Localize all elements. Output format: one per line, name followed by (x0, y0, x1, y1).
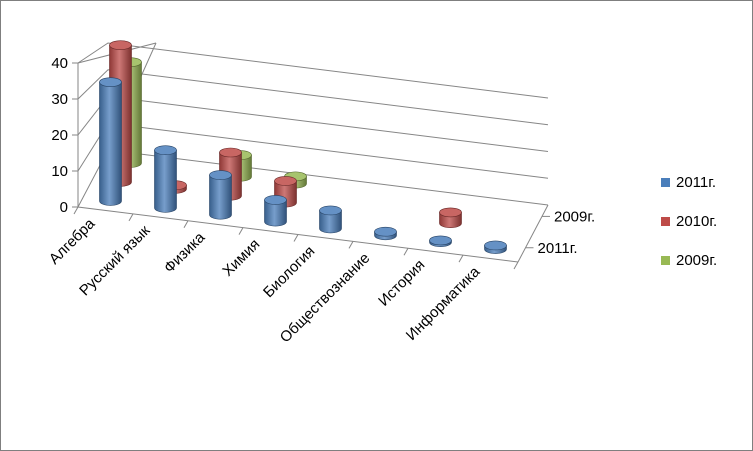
x-tick-mark (513, 261, 519, 270)
bar-2010г.-История (439, 207, 462, 228)
legend-swatch (661, 217, 670, 226)
gridline (77, 122, 549, 179)
category-label: Алгебра (46, 215, 99, 268)
x-tick-mark (348, 241, 354, 249)
depth-axis-line (517, 204, 549, 263)
bar-2011г.-Физика (209, 170, 232, 220)
bar-2011г.-Информатика (484, 240, 507, 254)
x-tick-mark (458, 254, 464, 263)
x-tick-mark (128, 213, 134, 222)
bar-2011г.-Химия (264, 195, 287, 227)
y-tick-label: 30 (51, 91, 68, 108)
legend: 2011г. 2010г. 2009г. (661, 174, 717, 269)
bar-2011г.-Биология (319, 205, 342, 234)
depth-label: 2011г. (538, 240, 578, 257)
y-tick-label: 20 (51, 127, 68, 144)
bar-2011г.-Алгебра (99, 77, 122, 206)
legend-item: 2009г. (661, 252, 717, 269)
depth-label: 2009г. (554, 208, 595, 225)
y-tick-label: 0 (60, 199, 68, 216)
bar-2011г.-Обществознание (374, 226, 397, 241)
legend-swatch (661, 256, 670, 265)
legend-swatch (661, 178, 670, 187)
gridline (77, 149, 549, 208)
y-tick-labels: 0 10 20 30 40 (51, 55, 68, 216)
x-tick-mark (73, 206, 79, 215)
bars (99, 40, 507, 254)
gridline (77, 69, 549, 126)
legend-label: 2009г. (676, 252, 717, 269)
legend-label: 2011г. (676, 174, 716, 191)
x-tick-mark (238, 227, 244, 235)
legend-item: 2011г. (661, 174, 716, 191)
bar-2011г.-Русский язык (154, 145, 177, 213)
y-tick-label: 10 (51, 163, 68, 180)
category-label: Биология (260, 243, 318, 301)
x-tick-mark (403, 248, 409, 256)
y-tick-label: 40 (51, 55, 68, 72)
legend-item: 2010г. (661, 213, 717, 230)
gridline (77, 42, 549, 99)
gridline (77, 95, 549, 152)
bar-2011г.-История (429, 235, 452, 247)
x-tick-mark (293, 234, 299, 242)
category-label: Физика (161, 229, 209, 277)
category-label: История (375, 256, 428, 309)
legend-label: 2010г. (676, 213, 717, 230)
category-label: Химия (219, 236, 263, 280)
x-tick-mark (183, 220, 189, 228)
depth-axis-labels: 2009г. 2011г. (538, 208, 596, 256)
